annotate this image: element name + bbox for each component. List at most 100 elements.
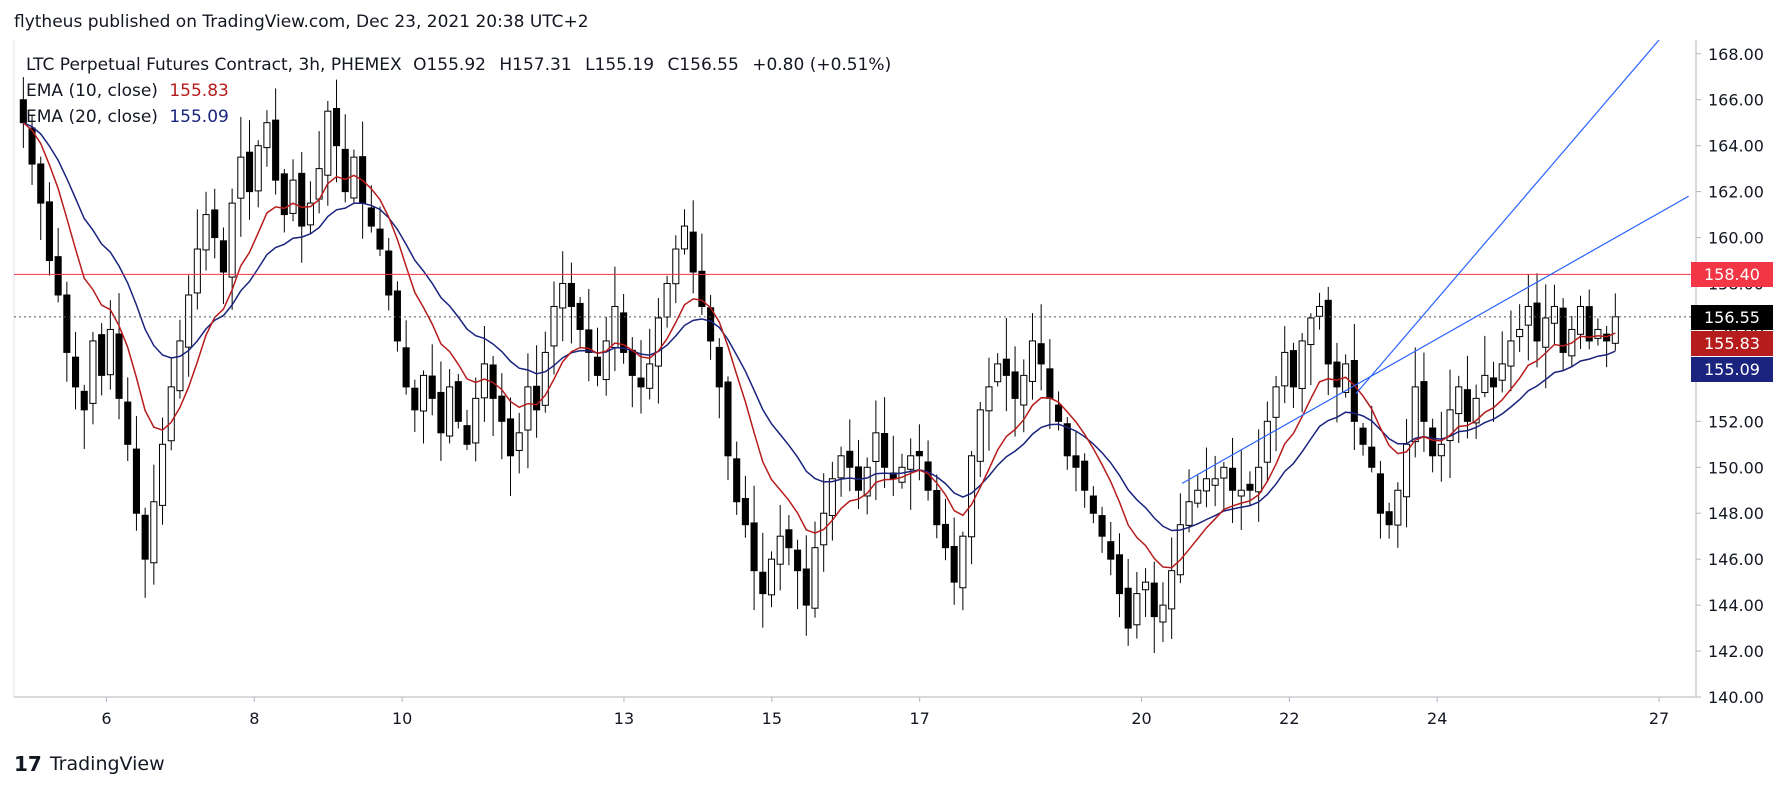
candle: [1542, 284, 1550, 389]
candle-body: [219, 240, 227, 273]
candle: [1289, 342, 1297, 408]
candle: [176, 319, 184, 399]
y-tick-label: 166.00: [1708, 91, 1764, 110]
candle-body: [1176, 524, 1184, 576]
candle-body: [1376, 473, 1384, 514]
candle-body: [1142, 581, 1150, 591]
candle-body: [1498, 363, 1506, 381]
candle-body: [1115, 554, 1124, 595]
candle: [663, 275, 671, 328]
low-value: L155.19: [585, 55, 655, 75]
candle: [1176, 493, 1184, 584]
x-tick-label: 10: [392, 709, 412, 728]
candle: [367, 185, 375, 233]
ema20-line: [22, 122, 1616, 532]
candle-body: [1107, 541, 1115, 560]
candle-body: [559, 283, 567, 309]
candle: [1550, 284, 1558, 345]
candle-body: [1420, 381, 1428, 422]
candle-body: [733, 458, 741, 503]
candle-body: [280, 173, 288, 216]
candle-body: [1533, 302, 1541, 342]
candle: [1333, 342, 1341, 423]
candle-body: [620, 312, 628, 353]
candle-body: [193, 248, 201, 294]
candle: [846, 419, 854, 492]
candle-body: [1542, 317, 1550, 348]
ema10-label[interactable]: EMA (10, close): [26, 81, 158, 101]
trendline-upper: [1355, 39, 1660, 395]
candle-body: [1002, 358, 1010, 376]
x-tick-label: 22: [1279, 709, 1299, 728]
candle-body: [1229, 467, 1237, 491]
candle-body: [959, 535, 967, 589]
candle-body: [1281, 351, 1289, 387]
candle: [994, 353, 1002, 387]
ema20-label[interactable]: EMA (20, close): [26, 107, 158, 127]
candle-body: [411, 387, 419, 411]
x-tick-label: 17: [910, 709, 930, 728]
symbol-title[interactable]: LTC Perpetual Futures Contract, 3h, PHEM…: [26, 55, 402, 75]
candle-body: [1350, 360, 1358, 422]
candle-body: [402, 347, 410, 388]
candle-body: [254, 145, 262, 192]
candle-body: [298, 172, 306, 227]
candle: [1559, 298, 1567, 371]
candle-body: [933, 489, 941, 526]
y-tick-label: 152.00: [1708, 412, 1764, 431]
candle: [559, 251, 567, 342]
candle-body: [950, 545, 958, 583]
candle-body: [907, 455, 915, 470]
candle: [80, 384, 88, 449]
candle: [428, 344, 436, 416]
legend: LTC Perpetual Futures Contract, 3h, PHEM…: [26, 52, 899, 130]
candle: [332, 79, 341, 183]
candle: [1498, 331, 1506, 393]
candle: [1098, 506, 1106, 553]
candle: [228, 188, 236, 310]
tradingview-logo-icon: 17: [14, 752, 42, 776]
candle-body: [28, 127, 36, 165]
candle-body: [985, 386, 993, 412]
candle-body: [1011, 371, 1019, 399]
candle-body: [828, 478, 836, 517]
candle: [245, 120, 254, 220]
candle: [567, 262, 575, 344]
candle-body: [472, 397, 480, 444]
candle-body: [245, 151, 254, 193]
candle-body: [1463, 389, 1471, 422]
candle: [132, 416, 140, 531]
candle: [1516, 304, 1524, 353]
y-tick-label: 140.00: [1708, 688, 1764, 707]
candle-body: [602, 340, 610, 381]
x-tick-label: 15: [762, 709, 782, 728]
candle: [785, 515, 793, 566]
candle: [933, 474, 941, 539]
candle: [1420, 352, 1428, 452]
candle-body: [141, 514, 149, 560]
candle: [907, 438, 915, 510]
candle: [272, 88, 280, 195]
candle: [750, 485, 758, 611]
candle: [376, 206, 384, 256]
candle: [237, 116, 245, 237]
y-tick-label: 160.00: [1708, 229, 1764, 248]
candle-body: [506, 418, 515, 457]
candle-body: [1263, 420, 1271, 463]
y-tick-label: 162.00: [1708, 183, 1764, 202]
candle: [811, 521, 819, 618]
candle-body: [454, 381, 462, 422]
candle-body: [167, 386, 175, 442]
candle-body: [524, 386, 532, 431]
candle-body: [1394, 489, 1402, 526]
candle-body: [306, 202, 314, 226]
candle: [724, 376, 732, 481]
candle-body: [211, 209, 219, 239]
candle: [1324, 286, 1332, 396]
candle-body: [480, 363, 488, 399]
tradingview-brand[interactable]: TradingView: [49, 753, 165, 775]
candle: [611, 266, 619, 372]
candle: [1385, 502, 1393, 539]
candle: [863, 457, 871, 515]
